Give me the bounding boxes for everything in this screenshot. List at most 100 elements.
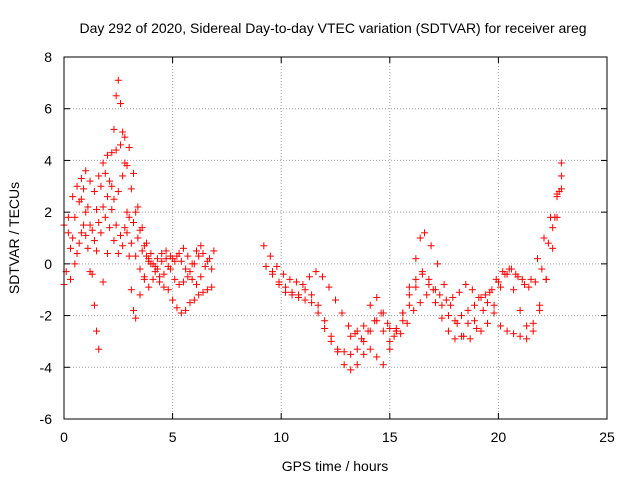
data-point <box>538 265 546 273</box>
data-point <box>503 327 511 335</box>
data-point <box>321 317 329 325</box>
y-tick-label: -4 <box>40 359 53 375</box>
data-point <box>125 213 133 221</box>
data-point <box>186 299 194 307</box>
data-point <box>95 172 103 180</box>
data-point <box>438 314 446 322</box>
data-point <box>412 283 420 291</box>
data-point <box>136 265 144 273</box>
data-point <box>427 242 435 250</box>
data-point <box>125 252 133 260</box>
data-point <box>301 296 309 304</box>
data-point <box>192 281 200 289</box>
data-point <box>308 299 316 307</box>
data-point <box>451 335 459 343</box>
data-point <box>145 257 153 265</box>
data-point <box>286 275 294 283</box>
data-point <box>301 286 309 294</box>
data-point <box>325 283 333 291</box>
data-point <box>512 270 520 278</box>
data-point <box>262 262 270 270</box>
data-point <box>266 252 274 260</box>
data-point <box>77 175 85 183</box>
data-point <box>386 325 394 332</box>
data-point <box>345 322 353 330</box>
data-point <box>121 159 129 167</box>
data-point <box>82 208 90 216</box>
data-point <box>119 172 127 180</box>
data-point <box>116 231 124 239</box>
data-point <box>101 169 109 177</box>
data-point <box>195 252 203 260</box>
data-point <box>90 301 98 309</box>
data-point <box>208 283 216 291</box>
plot-frame <box>63 56 608 420</box>
data-point <box>125 144 133 151</box>
data-point <box>166 252 174 260</box>
data-point <box>353 327 361 335</box>
data-point <box>384 319 392 327</box>
data-point <box>136 226 144 234</box>
data-point <box>455 288 463 296</box>
data-point <box>403 319 411 327</box>
data-point <box>327 337 335 345</box>
data-point <box>121 224 129 232</box>
data-point <box>114 250 122 258</box>
data-point <box>314 301 322 309</box>
axis-ticks: 0 5 10 15 20 25 -6 -4 -2 0 2 4 6 8 <box>40 49 615 445</box>
data-point <box>171 257 179 265</box>
data-point <box>471 301 479 309</box>
data-point <box>114 76 122 84</box>
data-point <box>134 203 142 211</box>
data-point <box>103 151 111 159</box>
data-point <box>479 306 487 314</box>
data-point <box>557 185 565 193</box>
data-point <box>110 195 118 203</box>
data-point <box>464 306 472 314</box>
data-point <box>379 361 387 369</box>
data-point <box>175 250 183 258</box>
data-point <box>121 133 129 141</box>
data-point <box>86 177 94 185</box>
data-point <box>421 229 429 237</box>
x-tick-label: 25 <box>599 429 615 445</box>
data-point <box>136 291 144 299</box>
data-point <box>184 252 192 260</box>
data-point <box>457 332 465 340</box>
data-point <box>516 332 524 340</box>
data-point <box>127 239 135 247</box>
data-point <box>103 250 111 258</box>
data-point <box>134 234 142 242</box>
data-point <box>138 247 146 255</box>
data-point <box>82 167 90 175</box>
data-point <box>127 185 135 193</box>
data-point <box>416 299 424 307</box>
data-point <box>86 268 94 276</box>
data-point <box>77 195 85 203</box>
data-point <box>549 224 557 232</box>
data-point <box>510 286 518 294</box>
data-point <box>95 218 103 226</box>
data-point <box>156 278 164 286</box>
data-point <box>84 244 92 252</box>
data-point <box>347 332 355 340</box>
y-tick-label: 0 <box>44 256 52 272</box>
data-point <box>444 327 452 335</box>
data-point <box>314 309 322 317</box>
data-point <box>69 234 77 242</box>
data-point <box>190 296 198 304</box>
x-tick-label: 5 <box>169 429 177 445</box>
data-point <box>130 169 138 177</box>
data-point <box>529 319 537 327</box>
data-point <box>123 208 131 216</box>
data-point <box>447 301 455 309</box>
data-point <box>379 309 387 317</box>
data-point <box>108 182 116 190</box>
data-point <box>97 182 105 190</box>
data-point <box>260 242 268 250</box>
data-point <box>123 229 131 237</box>
data-point <box>110 125 118 133</box>
data-point <box>360 350 368 358</box>
data-point <box>379 327 387 335</box>
